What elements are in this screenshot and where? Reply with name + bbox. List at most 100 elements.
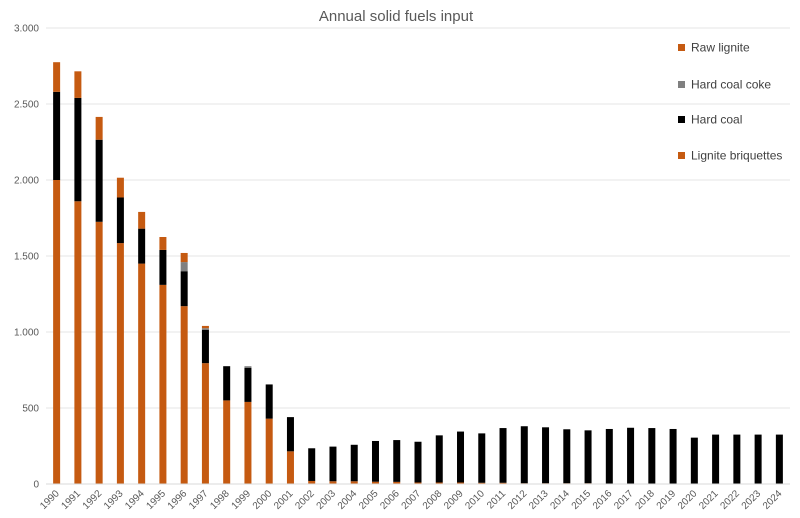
bar-segment <box>159 284 167 484</box>
bar-segment <box>308 448 316 481</box>
bar-segment <box>669 428 677 484</box>
bar-segment <box>116 197 124 244</box>
x-tick-label: 1992 <box>81 488 105 512</box>
bar-segment <box>286 417 294 452</box>
x-tick-label: 2014 <box>548 488 572 512</box>
x-tick-label: 2000 <box>251 488 275 512</box>
legend-label: Hard coal coke <box>691 78 771 92</box>
bar-segment <box>201 363 209 484</box>
bar-segment <box>116 243 124 484</box>
bar-segment <box>712 434 720 484</box>
x-tick-label: 2021 <box>697 488 721 512</box>
bar-segment <box>53 180 61 484</box>
x-tick-label: 1991 <box>59 488 83 512</box>
legend-swatch <box>678 116 685 123</box>
bar-segment <box>201 328 209 330</box>
bar-segment <box>95 221 103 485</box>
bar-segment <box>627 427 635 484</box>
bar-segment <box>138 228 146 264</box>
bar-segment <box>265 418 273 484</box>
bar-segment <box>95 139 103 222</box>
bar-segment <box>478 482 486 484</box>
bar-segment <box>499 428 507 483</box>
x-tick-label: 2002 <box>293 488 317 512</box>
x-tick-label: 2011 <box>485 488 508 511</box>
bar-segment <box>180 306 188 484</box>
bar-segment <box>201 329 209 364</box>
legend-label: Lignite briquettes <box>691 149 782 163</box>
x-tick-label: 2022 <box>718 488 742 512</box>
legend-swatch <box>678 152 685 159</box>
x-tick-label: 2003 <box>315 488 339 512</box>
bar-segment <box>520 426 528 484</box>
bar-segment <box>223 366 231 401</box>
x-tick-label: 2019 <box>655 488 679 512</box>
y-tick-label: 500 <box>22 404 39 415</box>
x-tick-label: 1994 <box>123 488 147 512</box>
bar-segment <box>690 437 698 484</box>
bars <box>53 62 783 485</box>
bar-segment <box>775 434 783 484</box>
bar-segment <box>159 249 167 285</box>
bar-segment <box>542 427 550 484</box>
bar-segment <box>457 482 465 484</box>
x-tick-label: 2007 <box>400 488 424 512</box>
bar-segment <box>138 263 146 484</box>
x-tick-label: 2008 <box>421 488 445 512</box>
x-tick-label: 1999 <box>230 488 254 512</box>
x-tick-label: 2015 <box>570 488 594 512</box>
bar-segment <box>435 435 443 483</box>
gridlines <box>46 27 790 409</box>
bar-segment <box>180 252 188 263</box>
bar-segment <box>648 428 656 484</box>
bar-segment <box>244 366 252 368</box>
bar-segment <box>329 481 337 484</box>
bar-segment <box>733 434 741 484</box>
x-tick-label: 1990 <box>38 488 62 512</box>
bar-segment <box>74 71 82 98</box>
x-tick-label: 1993 <box>102 488 126 512</box>
y-tick-label: 1.500 <box>14 252 39 263</box>
y-tick-label: 1.000 <box>14 328 39 339</box>
legend-label: Hard coal <box>691 113 742 127</box>
y-tick-label: 3.000 <box>14 24 39 35</box>
bar-segment <box>286 451 294 484</box>
bar-segment <box>95 116 103 140</box>
bar-segment <box>244 401 252 484</box>
chart-title: Annual solid fuels input <box>319 8 474 25</box>
bar-segment <box>371 481 379 484</box>
bar-segment <box>53 62 61 92</box>
bar-segment <box>74 201 82 484</box>
bar-segment <box>414 441 422 483</box>
x-tick-label: 2024 <box>761 488 785 512</box>
bar-segment <box>478 433 486 483</box>
y-axis-tick-labels: 0 500 1.000 1.500 2.000 2.500 3.000 <box>14 24 39 491</box>
bar-segment <box>265 384 273 419</box>
bar-segment <box>180 262 188 272</box>
x-tick-label: 2004 <box>336 488 360 512</box>
x-tick-label: 1997 <box>187 488 211 512</box>
bar-segment <box>180 271 188 307</box>
x-tick-label: 2009 <box>442 488 466 512</box>
bar-segment <box>563 429 571 484</box>
bar-segment <box>457 431 465 483</box>
bar-segment <box>435 482 443 484</box>
x-tick-label: 2001 <box>272 488 296 512</box>
bar-segment <box>138 211 146 229</box>
bar-segment <box>350 481 358 484</box>
bar-segment <box>499 482 507 484</box>
x-tick-label: 2006 <box>378 488 402 512</box>
y-tick-label: 2.500 <box>14 100 39 111</box>
y-tick-label: 2.000 <box>14 176 39 187</box>
bar-segment <box>116 177 124 198</box>
legend: Raw lignite Hard coal coke Hard coal Lignit… <box>678 41 782 163</box>
x-tick-label: 2020 <box>676 488 700 512</box>
bar-segment <box>371 440 379 482</box>
bar-segment <box>159 237 167 250</box>
x-tick-label: 2013 <box>527 488 551 512</box>
bar-segment <box>201 325 209 329</box>
bar-segment <box>308 480 316 484</box>
x-tick-label: 2012 <box>506 488 530 512</box>
legend-swatch <box>678 81 685 88</box>
x-tick-label: 2018 <box>633 488 657 512</box>
